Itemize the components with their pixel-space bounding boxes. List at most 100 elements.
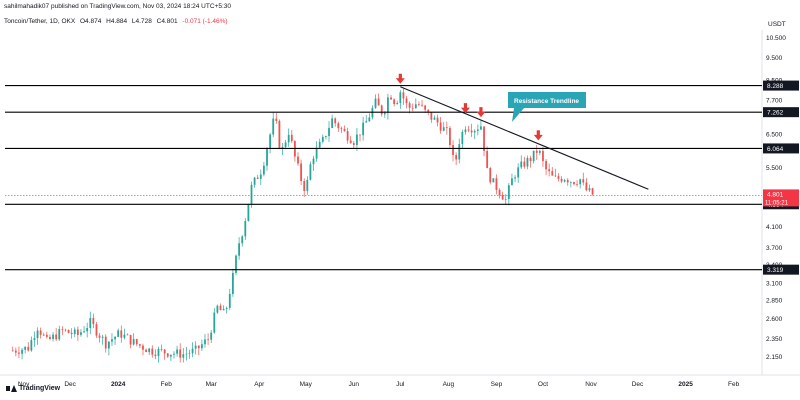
candle-body (250, 184, 253, 204)
candle-body (365, 121, 368, 123)
rejection-arrow-icon (533, 134, 543, 141)
candle-body (535, 150, 538, 153)
candle-body (545, 161, 547, 170)
candle-body (582, 179, 585, 183)
y-tick-label: 2.350 (766, 336, 783, 343)
candle-body (421, 104, 423, 106)
rejection-arrow-icon (395, 78, 405, 84)
x-tick-label: Feb (728, 381, 740, 388)
y-tick-label: 4.100 (766, 224, 783, 231)
candle-body (464, 129, 467, 133)
candle-body (55, 334, 58, 340)
level-price-label: 6.064 (767, 146, 784, 153)
candle-body (328, 127, 330, 137)
candle-body (173, 353, 175, 355)
candle-body (259, 174, 262, 179)
candle-body (49, 336, 51, 339)
tradingview-brand: TradingView (6, 385, 60, 392)
candle-body (325, 136, 327, 137)
candle-body (458, 144, 461, 160)
y-tick-label: 5.500 (766, 165, 783, 172)
x-tick-label: Jun (349, 381, 360, 388)
candle-body (241, 236, 244, 244)
trendline-callout (508, 92, 586, 122)
candle-body (61, 329, 64, 330)
candle-body (343, 128, 346, 132)
candle-body (408, 103, 411, 108)
candle-body (452, 145, 454, 156)
candle-body (33, 338, 36, 340)
candle-body (411, 107, 414, 109)
candle-body (380, 105, 383, 115)
candle-body (95, 324, 98, 336)
candle-body (529, 157, 532, 162)
resistance-trendline (400, 86, 649, 190)
candle-body (45, 334, 48, 337)
level-price-label: 7.262 (767, 110, 784, 117)
trendline-callout-label: Resistance Trendline (514, 98, 579, 105)
x-tick-label: Dec (64, 381, 76, 388)
x-tick-label: 2024 (111, 381, 126, 388)
current-price-tag (763, 189, 799, 207)
y-tick-label: 7.700 (766, 97, 783, 104)
candle-body (169, 354, 172, 357)
candle-body (414, 104, 417, 109)
candle-body (145, 349, 147, 353)
y-tick-label: 2.150 (766, 354, 783, 361)
x-tick-label: Dec (632, 381, 644, 388)
candle-body (306, 179, 309, 192)
candle-body (576, 184, 578, 185)
candle-body (445, 127, 448, 129)
candle-body (179, 349, 182, 358)
candle-body (514, 177, 516, 179)
candle-body (114, 336, 116, 340)
candle-body (588, 188, 591, 191)
candle-body (148, 348, 151, 353)
candle-body (315, 147, 318, 159)
x-tick-label: Oct (538, 381, 548, 388)
candle-body (424, 105, 427, 110)
candle-body (337, 123, 340, 129)
low-value: L4.728 (131, 18, 152, 25)
candle-body (42, 334, 45, 336)
y-tick-label: 6.500 (766, 131, 783, 138)
candle-body (501, 195, 504, 200)
candle-body (123, 334, 126, 338)
current-price-label: 4.801 (767, 191, 784, 198)
candle-body (573, 182, 575, 185)
rejection-arrow-shaft (463, 103, 468, 109)
rejection-arrow-icon (460, 107, 470, 114)
candle-body (470, 130, 473, 133)
candle-body (387, 97, 389, 113)
candle-body (455, 155, 458, 160)
open-value: O4.874 (80, 18, 102, 25)
candle-body (473, 130, 476, 133)
candle-body (86, 327, 89, 332)
candle-body (554, 175, 557, 177)
candle-body (154, 354, 157, 357)
candle-body (142, 345, 144, 350)
candle-body (461, 132, 464, 145)
candle-body (163, 349, 166, 354)
candle-body (27, 346, 30, 351)
candle-body (560, 178, 563, 182)
candle-body (266, 148, 268, 166)
candle-body (352, 143, 355, 145)
publisher-line: sahilmahadik07 published on TradingView.… (4, 3, 231, 10)
candle-body (359, 134, 361, 136)
level-price-tag (763, 264, 799, 275)
candle-body (135, 339, 138, 345)
candle-body (591, 188, 594, 195)
candle-body (188, 353, 191, 354)
candle-body (504, 199, 507, 200)
candle-body (166, 353, 169, 357)
candle-body (138, 344, 141, 346)
symbol-name[interactable]: Toncoin/Tether, 1D, OKX (4, 18, 76, 25)
candle-body (383, 112, 386, 115)
candle-body (157, 348, 160, 357)
candle-body (511, 178, 513, 186)
candle-body (129, 334, 132, 345)
candle-body (275, 118, 278, 121)
candle-body (278, 120, 281, 149)
